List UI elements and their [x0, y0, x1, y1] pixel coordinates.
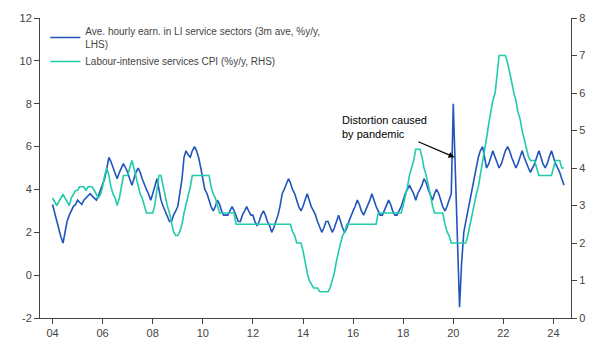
svg-text:10: 10 [20, 55, 32, 67]
svg-text:3: 3 [579, 199, 585, 211]
svg-text:04: 04 [46, 327, 58, 339]
svg-text:5: 5 [579, 124, 585, 136]
svg-text:12: 12 [20, 12, 32, 24]
svg-text:22: 22 [497, 327, 509, 339]
svg-text:8: 8 [579, 12, 585, 24]
svg-text:14: 14 [297, 327, 309, 339]
svg-text:-2: -2 [22, 312, 32, 324]
svg-text:0: 0 [26, 269, 32, 281]
svg-text:4: 4 [26, 183, 32, 195]
svg-text:1: 1 [579, 274, 585, 286]
svg-text:2: 2 [579, 237, 585, 249]
svg-text:Distortion causedby pandemic: Distortion causedby pandemic [342, 114, 427, 140]
svg-text:4: 4 [579, 162, 585, 174]
svg-text:10: 10 [197, 327, 209, 339]
svg-text:8: 8 [26, 98, 32, 110]
svg-text:Ave. hourly earn. in LI servic: Ave. hourly earn. in LI service sectors … [85, 26, 320, 50]
svg-text:18: 18 [397, 327, 409, 339]
svg-text:24: 24 [547, 327, 559, 339]
svg-text:2: 2 [26, 226, 32, 238]
svg-text:Labour-intensive services CPI: Labour-intensive services CPI (%y/y, RHS… [85, 56, 275, 67]
svg-text:7: 7 [579, 49, 585, 61]
svg-text:16: 16 [347, 327, 359, 339]
svg-text:12: 12 [247, 327, 259, 339]
svg-text:08: 08 [147, 327, 159, 339]
svg-text:6: 6 [26, 140, 32, 152]
svg-text:6: 6 [579, 87, 585, 99]
svg-text:06: 06 [96, 327, 108, 339]
svg-text:0: 0 [579, 312, 585, 324]
svg-text:20: 20 [447, 327, 459, 339]
